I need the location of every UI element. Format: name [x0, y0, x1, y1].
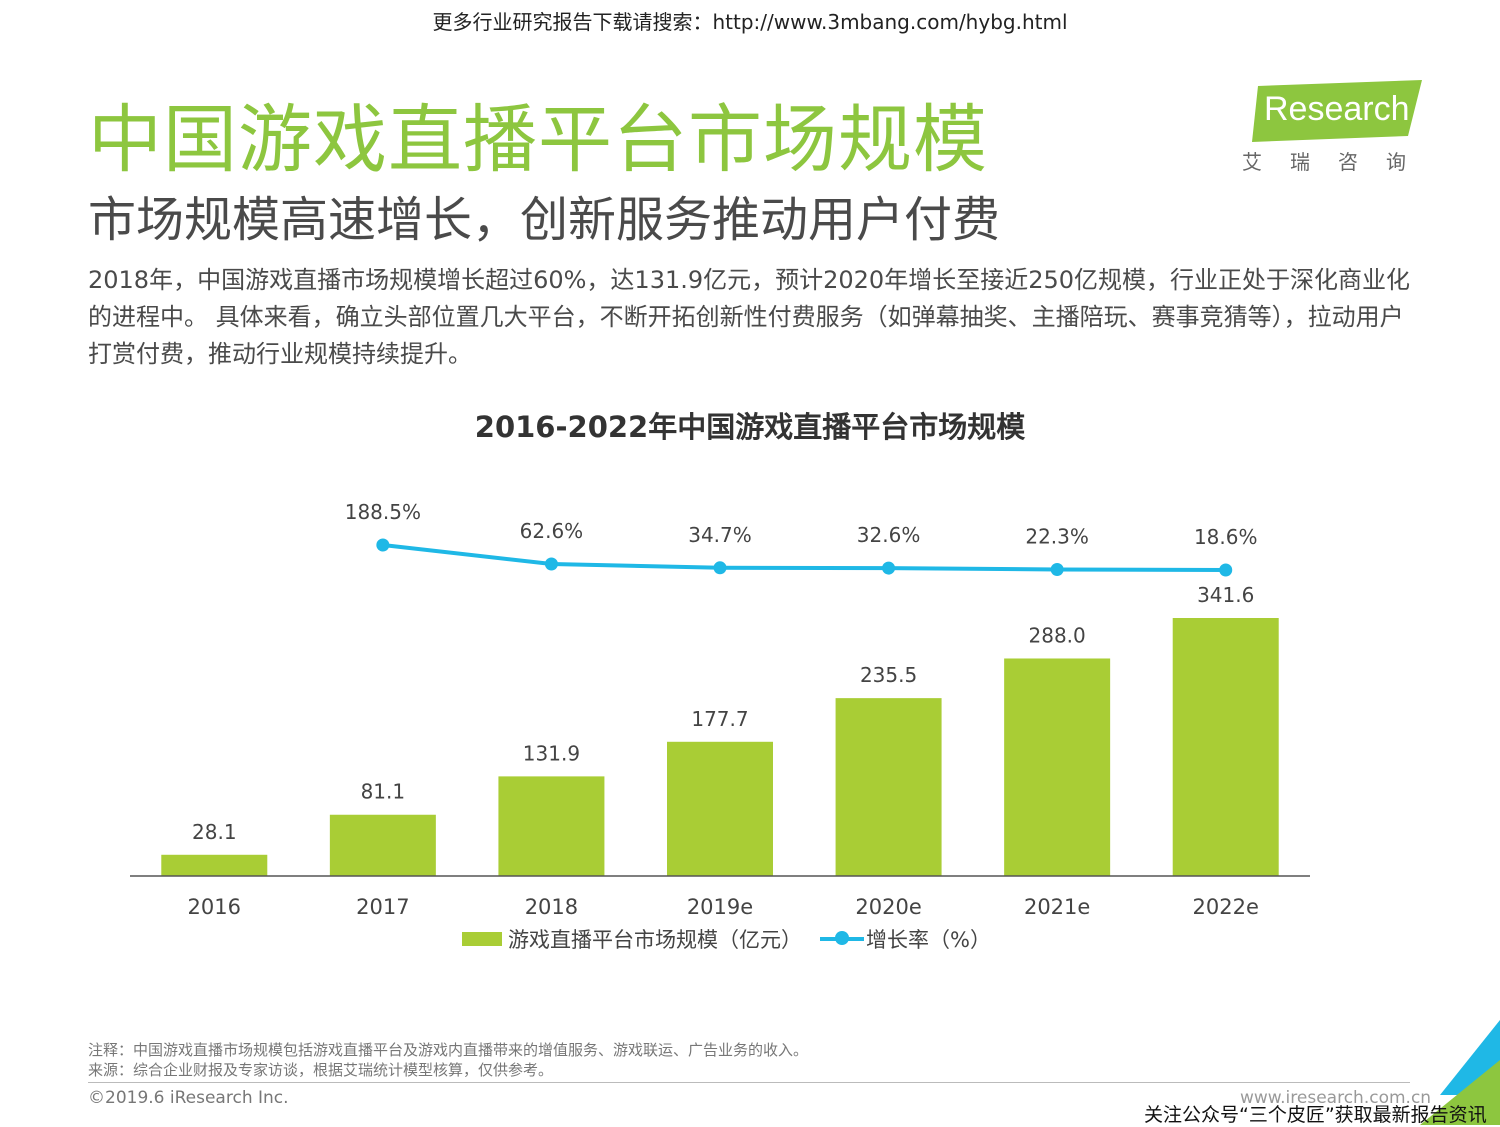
chart-notes: 注释：中国游戏直播市场规模包括游戏直播平台及游戏内直播带来的增值服务、游戏联运、… — [88, 1040, 808, 1080]
x-tick-2022e: 2022e — [1193, 895, 1259, 919]
bar-label-2020e: 235.5 — [860, 663, 917, 687]
iresearch-logo: i Research 艾瑞咨询 — [1236, 80, 1426, 175]
bar-2017 — [329, 814, 436, 876]
growth-label-2018: 62.6% — [520, 519, 584, 543]
footer-divider — [88, 1082, 1410, 1083]
legend-bar-label: 游戏直播平台市场规模（亿元） — [508, 928, 802, 952]
chart-legend: 游戏直播平台市场规模（亿元） 增长率（%） — [0, 924, 1500, 954]
bar-label-2017: 81.1 — [361, 780, 406, 804]
logo-wordmark: Research — [1264, 90, 1410, 128]
copyright: ©2019.6 iResearch Inc. — [88, 1088, 289, 1108]
growth-point-2021e — [1050, 562, 1064, 576]
legend-line-marker — [835, 931, 849, 945]
x-tick-2019e: 2019e — [687, 895, 753, 919]
growth-label-2019e: 34.7% — [688, 523, 752, 547]
growth-point-2022e — [1219, 563, 1233, 577]
x-tick-2016: 2016 — [188, 895, 241, 919]
logo-banner-shape — [1252, 80, 1422, 142]
logo-i-mark: i — [1240, 90, 1250, 128]
growth-label-2022e: 18.6% — [1194, 525, 1258, 549]
x-tick-2018: 2018 — [525, 895, 578, 919]
bar-2019e — [667, 741, 773, 876]
growth-label-2017: 188.5% — [345, 500, 421, 524]
legend-line-label: 增长率（%） — [866, 928, 991, 952]
growth-point-2019e — [713, 561, 727, 575]
body-paragraph: 2018年，中国游戏直播市场规模增长超过60%，达131.9亿元，预计2020年… — [88, 266, 1411, 368]
bar-2020e — [835, 698, 942, 876]
bar-2022e — [1172, 618, 1279, 876]
follow-footer: 关注公众号“三个皮匠”获取最新报告资讯 — [1144, 1104, 1487, 1126]
bar-2016 — [161, 854, 268, 876]
x-tick-2020e: 2020e — [855, 895, 921, 919]
corner-decoration — [1420, 1020, 1500, 1125]
top-banner: 更多行业研究报告下载请搜索：http://www.3mbang.com/hybg… — [432, 10, 1068, 34]
page-subtitle: 市场规模高速增长，创新服务推动用户付费 — [88, 192, 1001, 248]
growth-point-2017 — [376, 538, 390, 552]
legend-bar-swatch — [462, 932, 502, 946]
bar-label-2016: 28.1 — [192, 820, 237, 844]
source-text: 来源：综合企业财报及专家访谈，根据艾瑞统计模型核算，仅供参考。 — [88, 1061, 554, 1079]
x-tick-2021e: 2021e — [1024, 895, 1090, 919]
bar-label-2018: 131.9 — [523, 741, 580, 765]
growth-line — [382, 543, 1226, 572]
growth-point-2018 — [544, 557, 558, 571]
chart-title: 2016-2022年中国游戏直播平台市场规模 — [474, 410, 1026, 444]
bar-2018 — [498, 776, 605, 876]
bar-label-2019e: 177.7 — [691, 707, 748, 731]
site-url: www.iresearch.com.cn — [1240, 1088, 1432, 1108]
growth-point-2020e — [882, 561, 896, 575]
bar-label-2022e: 341.6 — [1197, 583, 1254, 607]
logo-chinese-name: 艾瑞咨询 — [1242, 150, 1434, 174]
bar-label-2021e: 288.0 — [1029, 623, 1086, 647]
page-title: 中国游戏直播平台市场规模 — [88, 97, 988, 183]
x-tick-2017: 2017 — [356, 895, 409, 919]
growth-label-2020e: 32.6% — [857, 523, 921, 547]
bar-2021e — [1004, 658, 1111, 876]
note-text: 注释：中国游戏直播市场规模包括游戏直播平台及游戏内直播带来的增值服务、游戏联运、… — [88, 1041, 809, 1059]
growth-label-2021e: 22.3% — [1025, 524, 1089, 548]
